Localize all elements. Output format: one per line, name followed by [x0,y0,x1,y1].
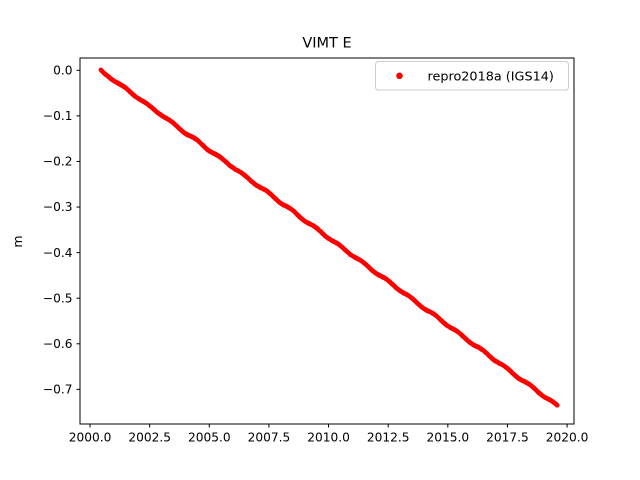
y-tick-label: −0.5 [43,291,73,305]
x-tick-label: 2007.5 [248,431,291,445]
chart-title: VIMT E [302,36,351,52]
x-tick-label: 2005.0 [188,431,231,445]
y-tick-label: −0.1 [43,109,73,123]
y-tick-label: 0.0 [53,64,72,78]
legend: repro2018a (IGS14) [375,61,569,91]
y-axis-ticks: 0.0 −0.1 −0.2 −0.3 −0.4 −0.5 −0.6 −0.7 [43,64,80,397]
y-tick-label: −0.7 [43,383,73,397]
x-tick-label: 2012.5 [367,431,410,445]
y-tick-label: −0.6 [43,337,73,351]
legend-marker-dot-icon [396,72,403,80]
x-tick-label: 2020.0 [546,431,589,445]
x-tick-label: 2000.0 [69,431,112,445]
scatter-series [98,67,560,408]
x-axis-ticks: 2000.0 2002.5 2005.0 2007.5 2010.0 2012.5 2015… [69,424,589,445]
data-point [555,403,560,408]
x-tick-label: 2015.0 [426,431,469,445]
y-tick-label: −0.4 [43,246,73,260]
axes-frame [79,57,575,425]
legend-box [375,61,569,91]
y-axis-label: m [10,235,25,247]
x-tick-label: 2002.5 [128,431,171,445]
y-tick-label: −0.2 [43,155,73,169]
y-tick-label: −0.3 [43,200,73,214]
legend-entry-label: repro2018a (IGS14) [428,69,554,84]
x-tick-label: 2010.0 [307,431,350,445]
x-tick-label: 2017.5 [486,431,529,445]
